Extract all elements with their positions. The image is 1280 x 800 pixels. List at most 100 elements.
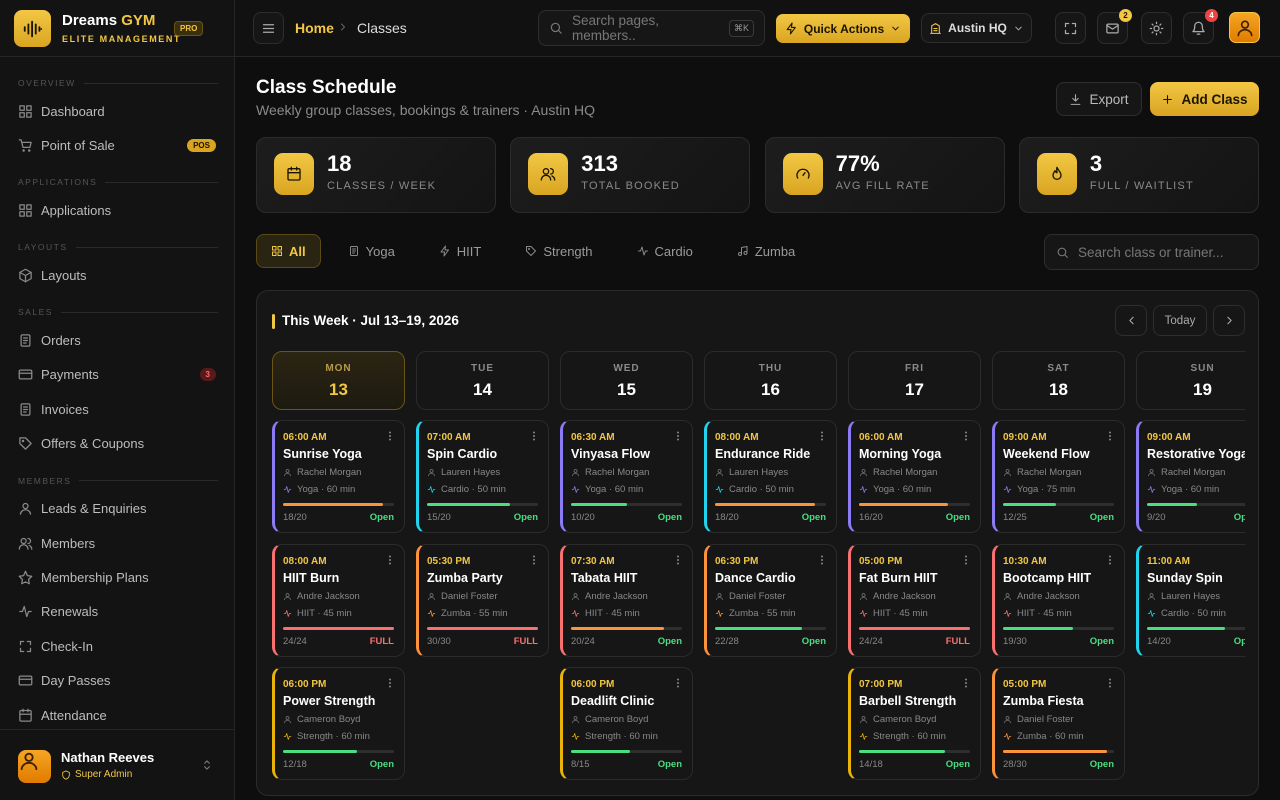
trainer-icon (715, 592, 724, 601)
class-card[interactable]: 08:00 AM HIIT Burn Andre Jackson HIIT · 45 … (272, 543, 405, 657)
icon-part (715, 486, 724, 493)
class-card[interactable]: 09:00 AM Weekend Flow Rachel Morgan Yoga · … (992, 420, 1125, 533)
user-menu[interactable] (200, 758, 214, 772)
nav-item[interactable]: Applications (10, 195, 224, 225)
class-card[interactable]: 07:30 AM Tabata HIIT Andre Jackson HIIT · 4… (560, 543, 693, 657)
today-button[interactable]: Today (1153, 305, 1207, 336)
icon-part (272, 246, 277, 251)
capacity-text: 8/15 (571, 759, 590, 770)
nav-item[interactable]: Invoices (10, 394, 224, 424)
filter-tab[interactable]: All (256, 234, 321, 268)
class-card[interactable]: 06:30 PM Dance Cardio Daniel Foster Zumba ·… (704, 543, 837, 657)
class-card[interactable]: 07:00 AM Spin Cardio Lauren Hayes Cardio · … (416, 420, 549, 533)
global-search[interactable]: Search pages, members.. ⌘K (538, 10, 765, 46)
icon-part (821, 555, 823, 557)
nav-item[interactable]: Offers & Coupons (10, 429, 224, 459)
icon-part (272, 246, 282, 256)
nav-item[interactable]: Orders (10, 325, 224, 355)
class-meta: Strength · 60 min (859, 731, 946, 742)
loc-icon (929, 22, 942, 35)
capacity-fill (571, 626, 664, 630)
profile-avatar[interactable] (1229, 12, 1260, 43)
class-card[interactable]: 08:00 AM Endurance Ride Lauren Hayes Cardio… (704, 420, 837, 533)
class-card[interactable]: 11:00 AM Sunday Spin Lauren Hayes Cardio · … (1136, 543, 1245, 657)
icon-button[interactable] (1055, 12, 1086, 44)
section-title: LAYOUTS (18, 242, 218, 252)
class-card[interactable]: 10:30 AM Bootcamp HIIT Andre Jackson HIIT ·… (992, 543, 1125, 657)
filter-tab[interactable]: Cardio (620, 234, 710, 268)
icon-part (19, 708, 32, 715)
trainer-icon (283, 592, 292, 601)
class-card[interactable]: 06:30 AM Vinyasa Flow Rachel Morgan Yoga · … (560, 420, 693, 533)
class-menu (816, 430, 828, 442)
icon-part (1109, 678, 1111, 688)
icon-part (19, 104, 32, 118)
location-select[interactable]: Austin HQ (921, 13, 1032, 43)
icon-part (19, 502, 32, 515)
capacity-track (715, 503, 826, 506)
icon-part (1226, 316, 1232, 325)
meta-icon (1147, 485, 1156, 494)
icon-part (677, 558, 679, 561)
icon-part (1109, 438, 1111, 441)
icon-button[interactable]: 2 (1097, 9, 1132, 44)
breadcrumb-home[interactable]: Home (295, 20, 334, 36)
class-card[interactable]: 06:00 AM Sunrise Yoga Rachel Morgan Yoga · … (272, 420, 405, 533)
filter-tab[interactable]: Yoga (331, 234, 412, 268)
icon-part (19, 606, 32, 618)
icon-part (737, 246, 748, 256)
class-card[interactable]: 05:00 PM Zumba Fiesta Daniel Foster Zumba ·… (992, 667, 1125, 780)
add-class-button[interactable]: Add Class (1150, 82, 1259, 116)
class-status: FULL (945, 635, 970, 647)
export-button[interactable]: Export (1056, 82, 1142, 116)
icon-part (26, 111, 32, 118)
class-card[interactable]: 06:00 PM Deadlift Clinic Cameron Boyd Stren… (560, 667, 693, 780)
nav-item[interactable]: Day Passes (10, 666, 224, 696)
icon-part (743, 251, 748, 255)
nav-label: Orders (41, 332, 81, 348)
icon-part (861, 716, 866, 720)
quick-actions[interactable]: Quick Actions (776, 14, 910, 43)
nav-item[interactable]: Point of Sale POS (10, 130, 224, 160)
filter-tab[interactable]: Strength (508, 234, 609, 268)
nav-icon (18, 436, 33, 451)
filter-tabs: All Yoga HIIT Strength Cardio Zumba (256, 234, 812, 268)
class-card[interactable]: 05:30 PM Zumba Party Daniel Foster Zumba · … (416, 543, 549, 657)
next-week[interactable] (1213, 305, 1245, 336)
capacity-text: 19/30 (1003, 635, 1027, 647)
capacity-text: 18/20 (283, 512, 307, 523)
meta-text: Cardio · 50 min (441, 484, 506, 495)
filter-tab[interactable]: HIIT (422, 234, 499, 268)
capacity-track (571, 503, 682, 506)
icon-part (716, 469, 723, 477)
icon-part (1226, 316, 1232, 325)
class-card[interactable]: 06:00 AM Morning Yoga Rachel Morgan Yoga · … (848, 420, 981, 533)
class-name: Tabata HIIT (571, 570, 638, 585)
menu-button[interactable] (253, 12, 284, 44)
meta-icon (1003, 485, 1012, 494)
icon-part (1109, 555, 1111, 557)
icon-part (1148, 469, 1155, 477)
class-meta: HIIT · 45 min (571, 608, 640, 619)
nav-label: Applications (41, 202, 112, 218)
nav-item[interactable]: Dashboard (10, 96, 224, 126)
nav-item[interactable]: Membership Plans (10, 562, 224, 592)
icon-button[interactable] (1141, 12, 1172, 44)
nav-item[interactable]: Renewals (10, 597, 224, 627)
icon-button[interactable]: 4 (1183, 9, 1218, 44)
filter-tab[interactable]: Zumba (720, 234, 812, 268)
class-card[interactable]: 06:00 PM Power Strength Cameron Boyd Streng… (272, 667, 405, 780)
class-search[interactable]: Search class or trainer... (1044, 234, 1259, 270)
nav-item[interactable]: Attendance (10, 700, 224, 730)
capacity-track (283, 503, 394, 506)
nav-item[interactable]: Payments 3 (10, 360, 224, 390)
nav-item[interactable]: Layouts (10, 260, 224, 290)
class-card[interactable]: 05:00 PM Fat Burn HIIT Andre Jackson HIIT ·… (848, 543, 981, 657)
nav-item[interactable]: Leads & Enquiries (10, 494, 224, 524)
nav-item[interactable]: Members (10, 528, 224, 558)
class-card[interactable]: 07:00 PM Barbell Strength Cameron Boyd Stre… (848, 667, 981, 780)
nav-item[interactable]: Check-In (10, 631, 224, 661)
icon-part (1003, 733, 1012, 740)
prev-week[interactable] (1115, 305, 1147, 336)
class-card[interactable]: 09:00 AM Restorative Yoga Rachel Morgan Yog… (1136, 420, 1245, 533)
